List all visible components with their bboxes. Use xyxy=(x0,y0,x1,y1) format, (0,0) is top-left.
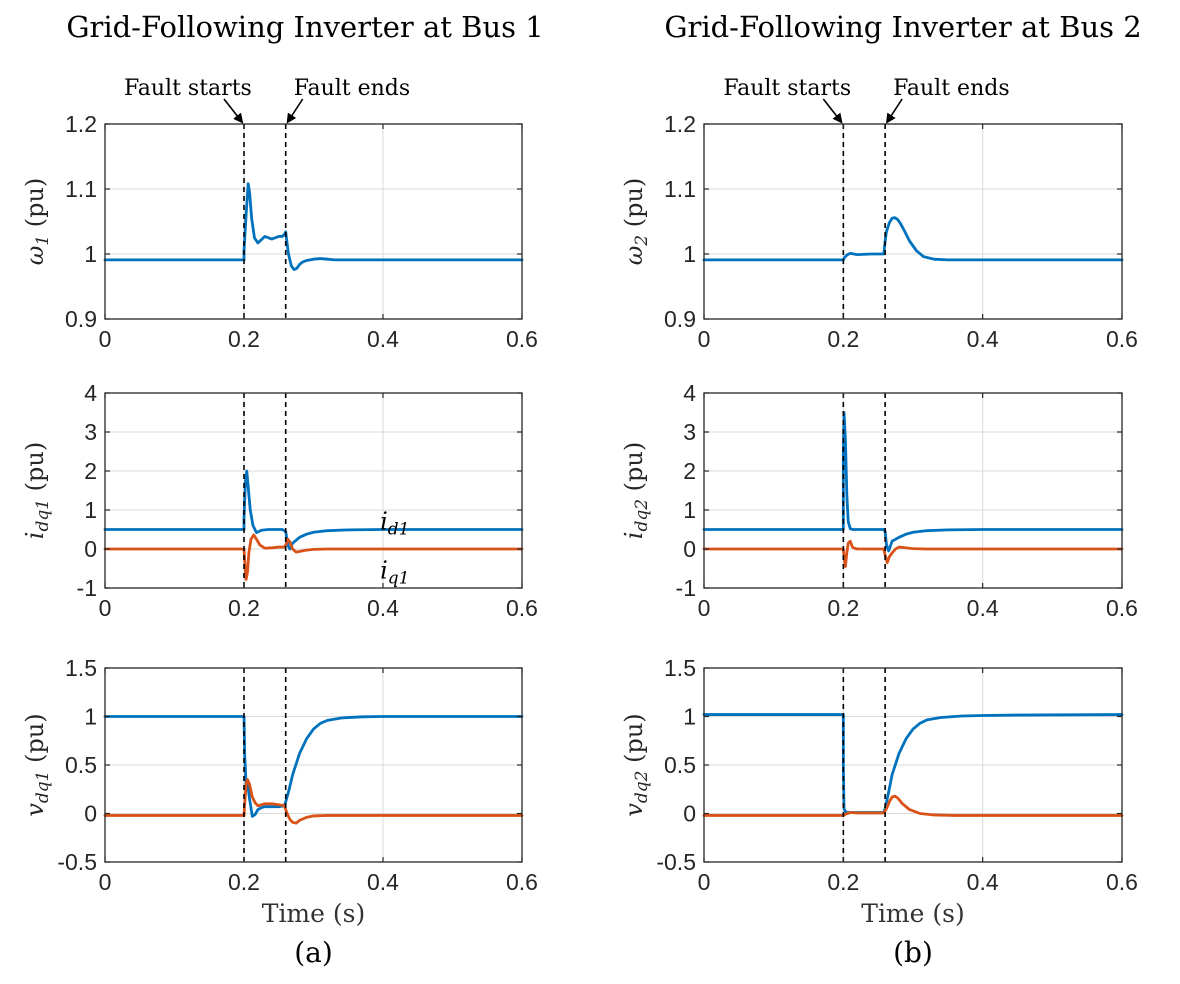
series-line-2 xyxy=(103,778,524,825)
y-tick-label: 0 xyxy=(84,801,97,827)
series-line-1 xyxy=(103,715,524,818)
series-line-1 xyxy=(103,182,524,271)
y-tick-label: 1.2 xyxy=(65,111,97,137)
y-axis-label: ω2 (pu) xyxy=(620,178,652,266)
y-tick-label: -0.5 xyxy=(57,849,97,875)
y-tick-label: 0.9 xyxy=(65,306,97,332)
x-tick-label: 0.2 xyxy=(228,595,260,621)
x-tick-label: 0 xyxy=(698,869,711,895)
x-tick-label: 0.4 xyxy=(367,326,399,352)
y-tick-label: 0.5 xyxy=(65,752,97,778)
chart-title: Grid-Following Inverter at Bus 2 xyxy=(664,10,1141,44)
fault-ends-arrow xyxy=(886,98,903,124)
fault-starts-annotation: Fault starts xyxy=(124,76,252,101)
fault-ends-arrow xyxy=(286,98,304,124)
series-line-2 xyxy=(702,794,1124,817)
series-line-1 xyxy=(103,469,524,551)
y-tick-label: 0 xyxy=(683,801,696,827)
y-tick-label: 1 xyxy=(84,497,97,523)
x-tick-label: 0 xyxy=(698,326,711,352)
y-tick-label: 3 xyxy=(84,419,97,445)
y-tick-label: 1.5 xyxy=(65,655,97,681)
y-tick-label: 0 xyxy=(683,536,696,562)
panel-caption: (b) xyxy=(893,936,933,969)
x-tick-label: 0 xyxy=(99,869,112,895)
fault-starts-arrow xyxy=(822,98,843,124)
y-tick-label: 0 xyxy=(84,536,97,562)
x-tick-label: 0.6 xyxy=(506,326,538,352)
y-tick-label: 1 xyxy=(84,241,97,267)
y-tick-label: 1 xyxy=(683,241,696,267)
panel-a-1: 0 0.2 0.4 0.6 0.9 1 1.1 1.2 ω1 (pu) Grid-Followin… xyxy=(21,10,544,352)
fault-ends-annotation: Fault ends xyxy=(893,76,1010,101)
series-line-2 xyxy=(103,533,524,581)
y-tick-label: 0.9 xyxy=(664,306,696,332)
y-axis-label: idq1 (pu) xyxy=(21,442,53,539)
x-tick-label: 0.2 xyxy=(228,326,260,352)
y-tick-label: 1.5 xyxy=(664,655,696,681)
x-tick-label: 0.4 xyxy=(967,869,999,895)
y-tick-label: 0.5 xyxy=(664,752,696,778)
y-tick-label: 1.1 xyxy=(664,176,696,202)
axes-frame xyxy=(104,392,523,589)
y-axis-label: vdq1 (pu) xyxy=(21,713,53,816)
x-tick-label: 0.4 xyxy=(367,595,399,621)
x-tick-label: 0.4 xyxy=(967,326,999,352)
series-line-1 xyxy=(702,411,1124,553)
fault-ends-annotation: Fault ends xyxy=(294,76,411,101)
x-tick-label: 0.6 xyxy=(506,595,538,621)
y-tick-label: -1 xyxy=(676,575,696,601)
x-tick-label: 0.4 xyxy=(967,595,999,621)
x-axis-label: Time (s) xyxy=(861,899,964,928)
x-tick-label: 0.2 xyxy=(827,869,859,895)
series-line-1 xyxy=(702,713,1124,814)
y-tick-label: -1 xyxy=(77,575,97,601)
y-axis-label: idq2 (pu) xyxy=(620,442,652,539)
fault-starts-annotation: Fault starts xyxy=(723,76,851,101)
x-tick-label: 0.6 xyxy=(1106,595,1138,621)
y-tick-label: 2 xyxy=(84,458,97,484)
axes-frame xyxy=(104,123,523,320)
axes-frame xyxy=(703,392,1123,589)
x-tick-label: 0.2 xyxy=(827,595,859,621)
axes-frame xyxy=(703,123,1123,320)
panel-caption: (a) xyxy=(294,936,333,969)
x-tick-label: 0.6 xyxy=(506,869,538,895)
y-tick-label: 2 xyxy=(683,458,696,484)
x-tick-label: 0.6 xyxy=(1106,326,1138,352)
x-tick-label: 0 xyxy=(99,595,112,621)
x-tick-label: 0.6 xyxy=(1106,869,1138,895)
series-line-2 xyxy=(702,539,1124,568)
x-tick-label: 0.2 xyxy=(827,326,859,352)
series-label-d1: id1 xyxy=(380,508,409,540)
x-tick-label: 0 xyxy=(99,326,112,352)
y-tick-label: 1 xyxy=(683,704,696,730)
y-axis-label: vdq2 (pu) xyxy=(620,713,652,816)
y-tick-label: 1 xyxy=(683,497,696,523)
y-tick-label: 1.2 xyxy=(664,111,696,137)
y-axis-label: ω1 (pu) xyxy=(21,178,53,266)
y-tick-label: 3 xyxy=(683,419,696,445)
x-tick-label: 0.4 xyxy=(367,869,399,895)
panel-b-1: 0 0.2 0.4 0.6 0.9 1 1.1 1.2 ω2 (pu) Grid-Followin… xyxy=(620,10,1142,352)
x-axis-label: Time (s) xyxy=(262,899,365,928)
y-tick-label: -0.5 xyxy=(656,849,696,875)
y-tick-label: 4 xyxy=(84,380,97,406)
x-tick-label: 0 xyxy=(698,595,711,621)
y-tick-label: 4 xyxy=(683,380,696,406)
fault-starts-arrow xyxy=(223,98,244,124)
series-label-q1: iq1 xyxy=(380,556,409,588)
series-line-1 xyxy=(702,216,1124,262)
y-tick-label: 1.1 xyxy=(65,176,97,202)
y-tick-label: 1 xyxy=(84,704,97,730)
x-tick-label: 0.2 xyxy=(228,869,260,895)
chart-title: Grid-Following Inverter at Bus 1 xyxy=(66,10,543,44)
